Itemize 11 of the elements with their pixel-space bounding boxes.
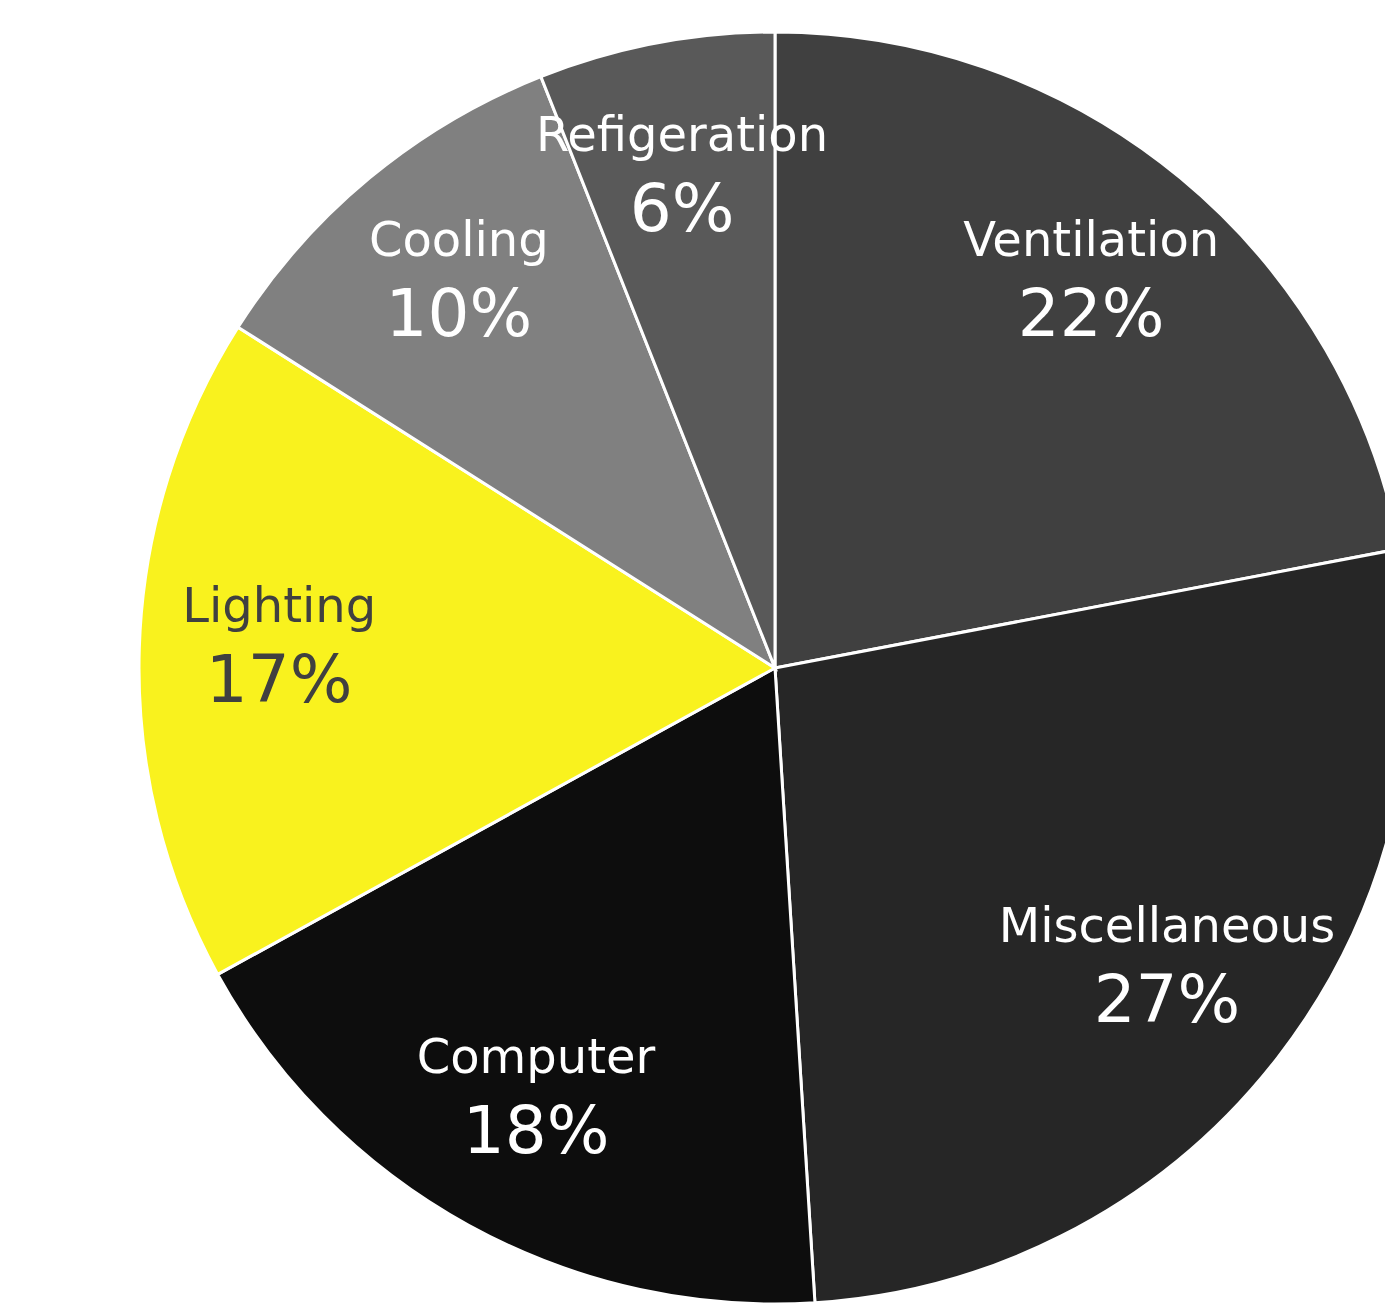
- data-label: 27%: [1093, 961, 1241, 1039]
- slice-label: Computer: [416, 1027, 656, 1084]
- slice-label: Ventilation: [963, 210, 1220, 267]
- slice-label: Lighting: [182, 577, 377, 634]
- data-label: 10%: [385, 274, 533, 352]
- data-label: 18%: [462, 1091, 610, 1169]
- data-label: 22%: [1017, 274, 1165, 352]
- slice-label: Cooling: [368, 210, 549, 267]
- data-label: 17%: [205, 641, 353, 719]
- data-label: 6%: [629, 169, 735, 247]
- slice-label: Miscellaneous: [998, 897, 1336, 954]
